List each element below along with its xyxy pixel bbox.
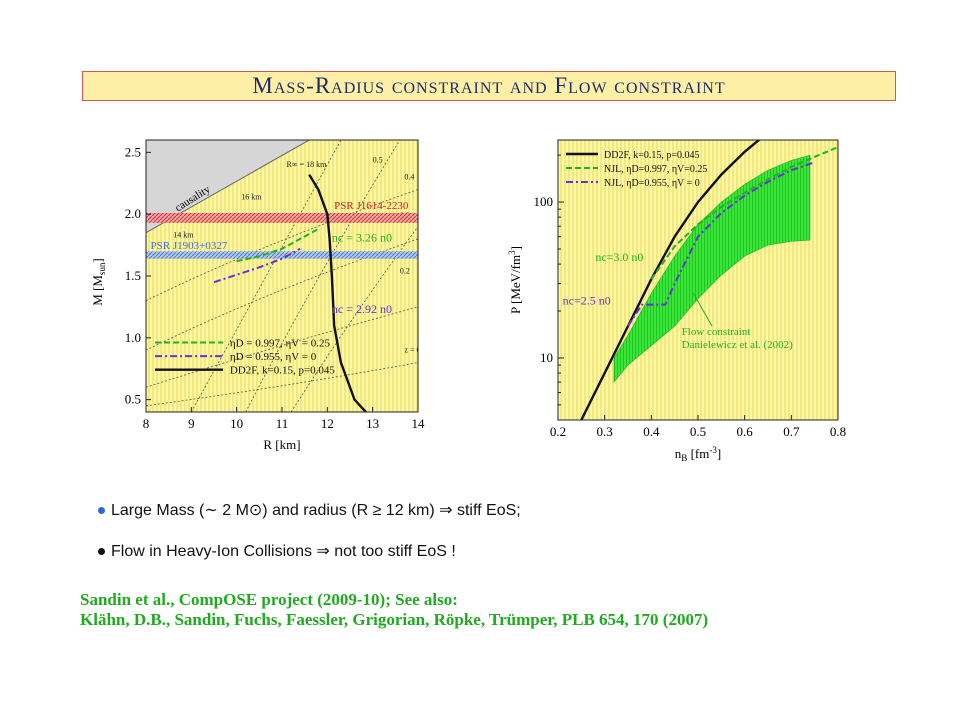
x-tick-label: 13 — [366, 416, 379, 431]
contour-label: 0.2 — [400, 267, 410, 276]
slide-title: Mass-Radius constraint and Flow constrai… — [82, 71, 896, 101]
series-line — [627, 161, 815, 327]
x-tick-label: 9 — [188, 416, 195, 431]
legend-entry: NJL, ηD=0.955, ηV = 0 — [604, 178, 700, 189]
x-tick-label: 0.5 — [690, 424, 706, 439]
reference-line: Sandin et al., CompOSE project (2009-10)… — [80, 590, 458, 609]
causality-region — [146, 140, 311, 234]
x-axis-label: R [km] — [263, 437, 300, 452]
contour-label: z = 0.1 — [404, 346, 426, 355]
reference-line: Klähn, D.B., Sandin, Fuchs, Faessler, Gr… — [80, 610, 709, 629]
annotation: nc=3.0 n0 — [595, 250, 643, 264]
y-tick-label: 1.0 — [125, 330, 141, 345]
x-tick-label: 0.4 — [643, 424, 660, 439]
x-tick-label: 12 — [321, 416, 334, 431]
y-tick-label: 1.5 — [125, 268, 141, 283]
legend-entry: ηD = 0.997, ηV = 0.25 — [230, 337, 331, 349]
annotation: nc=2.5 n0 — [563, 294, 611, 308]
band-label: PSR J1614-2230 — [334, 200, 409, 212]
contour-line — [290, 226, 418, 412]
flow-arrow — [692, 293, 713, 327]
x-tick-label: 0.8 — [830, 424, 846, 439]
contour-line — [146, 189, 418, 302]
pulsar-band — [146, 212, 418, 223]
y-axis-label: M [Msun] — [90, 258, 107, 306]
series-line — [650, 146, 838, 280]
band-label: PSR J1903+0327 — [151, 240, 228, 252]
series-line — [580, 140, 761, 420]
series-line — [308, 173, 368, 412]
series-line — [236, 228, 319, 263]
legend-entry: ηD = 0.955, ηV = 0 — [230, 351, 317, 363]
contour-line — [190, 140, 342, 412]
x-tick-label: 0.7 — [783, 424, 800, 439]
x-tick-label: 11 — [276, 416, 289, 431]
contour-label: 0.5 — [373, 155, 383, 164]
legend-entry: DD2F, k=0.15, p=0.045 — [604, 150, 699, 161]
contour-line — [146, 362, 418, 407]
contour-label: R∞ = 18 km — [287, 160, 328, 169]
contour-line — [146, 306, 418, 388]
y-tick-label: 2.5 — [125, 144, 141, 159]
annotation: nc = 3.26 n0 — [332, 230, 392, 244]
contour-label: 16 km — [241, 192, 262, 201]
bullet-dot — [98, 506, 105, 514]
legend-entry: NJL, ηD=0.997, ηV=0.25 — [604, 164, 707, 175]
bullet-text: Large Mass (∼ 2 M⊙) and radius (R ≥ 12 k… — [111, 502, 521, 519]
y-axis-label: P [MeV/fm3] — [507, 246, 523, 314]
contour-label: 14 km — [173, 231, 194, 240]
x-tick-label: 14 — [412, 416, 426, 431]
x-axis-label: nB [fm-3] — [675, 445, 721, 463]
contour-line — [245, 140, 401, 412]
bullet-item: Flow in Heavy-Ion Collisions ⇒ not too s… — [98, 541, 456, 561]
x-tick-label: 0.6 — [737, 424, 754, 439]
y-tick-label: 0.5 — [125, 392, 141, 407]
pulsar-band — [146, 251, 418, 259]
flow-label: Flow constraint — [682, 326, 751, 338]
x-tick-label: 0.3 — [597, 424, 613, 439]
annotation: nc = 2.92 n0 — [332, 302, 392, 316]
legend-entry: DD2F, k=0.15, p=0.045 — [230, 365, 336, 377]
flow-constraint-region — [613, 154, 811, 383]
bullet-item: Large Mass (∼ 2 M⊙) and radius (R ≥ 12 k… — [98, 500, 521, 520]
y-tick-label: 100 — [534, 194, 554, 209]
x-tick-label: 10 — [230, 416, 243, 431]
series-line — [213, 247, 301, 284]
y-tick-label: 2.0 — [125, 206, 141, 221]
bullet-text: Flow in Heavy-Ion Collisions ⇒ not too s… — [111, 543, 456, 560]
contour-label: 0.4 — [404, 173, 414, 182]
contour-line — [146, 238, 418, 351]
y-tick-label: 10 — [540, 350, 553, 365]
x-tick-label: 0.2 — [550, 424, 566, 439]
bullet-dot — [98, 547, 105, 555]
x-tick-label: 8 — [143, 416, 150, 431]
flow-label: Danielewicz et al. (2002) — [682, 339, 794, 351]
